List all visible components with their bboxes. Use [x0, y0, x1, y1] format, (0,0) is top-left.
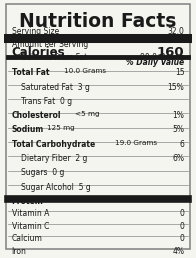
- Text: Sugar Alcohol  5 g: Sugar Alcohol 5 g: [21, 182, 91, 191]
- Text: % Daily Value: % Daily Value: [126, 58, 184, 67]
- Text: Vitamin A: Vitamin A: [12, 209, 49, 218]
- Text: 10.0 Grams: 10.0 Grams: [64, 68, 106, 75]
- Text: Nutrition Facts: Nutrition Facts: [19, 12, 177, 31]
- Text: Iron: Iron: [12, 247, 26, 256]
- Text: Sodium: Sodium: [12, 125, 44, 134]
- Text: 4%: 4%: [172, 247, 184, 256]
- Text: <5 mg: <5 mg: [75, 111, 100, 117]
- Text: 15: 15: [175, 68, 184, 77]
- Text: 5%: 5%: [172, 125, 184, 134]
- Text: 160: 160: [157, 46, 184, 59]
- Text: 19.0 Grams: 19.0 Grams: [115, 140, 157, 146]
- Text: Total Fat: Total Fat: [12, 68, 49, 77]
- Text: Trans Fat  0 g: Trans Fat 0 g: [21, 97, 72, 106]
- Text: Saturated Fat  3 g: Saturated Fat 3 g: [21, 83, 90, 92]
- Text: 125 mg: 125 mg: [47, 125, 75, 132]
- Text: Calories: Calories: [12, 46, 65, 59]
- Text: Vitamin C: Vitamin C: [12, 222, 49, 231]
- Text: 1%: 1%: [172, 111, 184, 120]
- Text: Cholesterol: Cholesterol: [12, 111, 61, 120]
- Text: Total Carbohydrate: Total Carbohydrate: [12, 140, 95, 149]
- Text: 32.0: 32.0: [168, 27, 184, 36]
- Text: Dietary Fiber  2 g: Dietary Fiber 2 g: [21, 154, 87, 163]
- Text: 2.0 Grams: 2.0 Grams: [53, 197, 90, 203]
- Text: Amount Per Serving: Amount Per Serving: [12, 40, 88, 49]
- Text: 6%: 6%: [172, 154, 184, 163]
- Text: Serving Size: Serving Size: [12, 27, 59, 36]
- Text: 90.0 Grams: 90.0 Grams: [140, 53, 184, 62]
- Text: 0: 0: [180, 222, 184, 231]
- Text: 6: 6: [180, 140, 184, 149]
- Text: 15%: 15%: [168, 83, 184, 92]
- Text: Protein: Protein: [12, 197, 44, 206]
- Text: Servings Per Container: Servings Per Container: [12, 34, 99, 43]
- Text: 0: 0: [180, 234, 184, 243]
- Text: Calories From Fat: Calories From Fat: [21, 53, 87, 62]
- FancyBboxPatch shape: [6, 4, 190, 249]
- Text: 0: 0: [180, 209, 184, 218]
- Text: Calcium: Calcium: [12, 234, 43, 243]
- Text: 5: 5: [180, 34, 184, 43]
- Text: Sugars  0 g: Sugars 0 g: [21, 168, 64, 177]
